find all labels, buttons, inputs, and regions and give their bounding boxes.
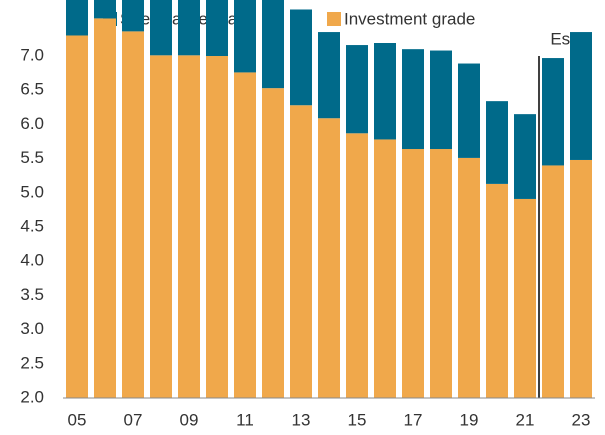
- bar-segment: [94, 18, 116, 398]
- bar-segment: [94, 0, 116, 19]
- bar-segment: [430, 50, 452, 150]
- y-tick-label: 7.0: [20, 45, 44, 64]
- bar-segment: [402, 149, 424, 398]
- legend-swatch: [327, 12, 341, 26]
- bar-segment: [458, 157, 480, 398]
- y-tick-label: 5.5: [20, 148, 44, 167]
- bar-segment: [66, 0, 88, 36]
- x-tick-label: 23: [572, 410, 591, 429]
- x-tick-label: 05: [68, 410, 87, 429]
- x-tick-label: 13: [292, 410, 311, 429]
- bar-segment: [150, 0, 172, 56]
- y-tick-label: 4.5: [20, 216, 44, 235]
- y-tick-label: 3.5: [20, 285, 44, 304]
- bar-segment: [178, 0, 200, 56]
- x-tick-label: 21: [516, 410, 535, 429]
- bar-segment: [178, 55, 200, 398]
- bar-segment: [206, 0, 228, 57]
- bar-segment: [290, 105, 312, 399]
- bar-segment: [458, 63, 480, 158]
- bar-segment: [542, 165, 564, 398]
- bar-segment: [262, 88, 284, 398]
- bar-segment: [542, 58, 564, 166]
- x-tick-label: 15: [348, 410, 367, 429]
- bar-segment: [262, 0, 284, 89]
- bar-segment: [66, 35, 88, 398]
- x-tick-label: 07: [124, 410, 143, 429]
- bar-segment: [346, 133, 368, 399]
- bar-segment: [318, 118, 340, 398]
- bar-segment: [234, 72, 256, 398]
- y-tick-label: 3.0: [20, 319, 44, 338]
- bar-segment: [150, 55, 172, 398]
- x-tick-label: 09: [180, 410, 199, 429]
- bar-segment: [234, 0, 256, 73]
- bar-segment: [374, 43, 396, 140]
- bar-segment: [514, 114, 536, 199]
- x-tick-label: 11: [236, 410, 254, 429]
- x-tick-label: 19: [460, 410, 479, 429]
- bar-segment: [206, 56, 228, 398]
- y-tick-label: 2.0: [20, 387, 44, 406]
- bar-segment: [486, 183, 508, 398]
- bar-segment: [486, 101, 508, 184]
- y-tick-label: 6.5: [20, 80, 44, 99]
- y-tick-label: 6.0: [20, 114, 44, 133]
- bar-segment: [318, 32, 340, 119]
- bar-segment: [374, 139, 396, 398]
- bar-segment: [122, 31, 144, 398]
- bar-segment: [430, 149, 452, 398]
- y-tick-label: 4.0: [20, 251, 44, 270]
- bar-segment: [570, 32, 592, 160]
- bar-segment: [346, 45, 368, 134]
- bar-segment: [290, 9, 312, 106]
- legend-label: Investment grade: [344, 9, 475, 28]
- y-tick-label: 5.0: [20, 182, 44, 201]
- bar-segment: [514, 198, 536, 398]
- bar-segment: [122, 0, 144, 32]
- x-tick-label: 17: [404, 410, 423, 429]
- y-tick-label: 2.5: [20, 353, 44, 372]
- bar-segment: [402, 49, 424, 150]
- bar-segment: [570, 159, 592, 398]
